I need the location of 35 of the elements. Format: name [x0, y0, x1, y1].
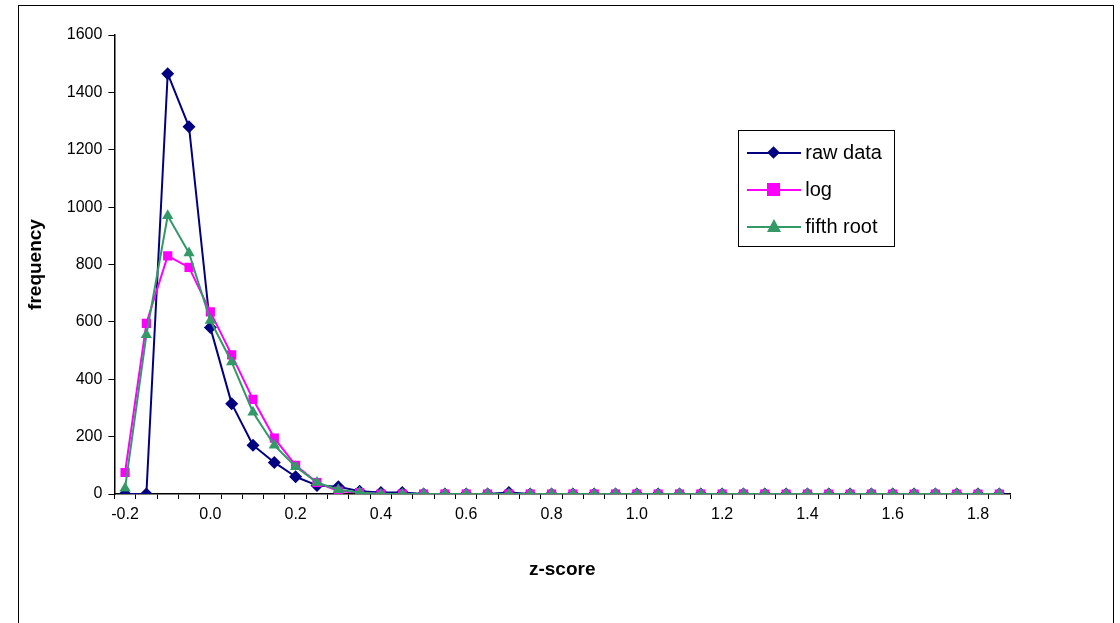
y-axis-title: frequency [23, 218, 45, 310]
x-tick-label: 0.8 [540, 505, 563, 523]
legend-label: raw data [805, 141, 882, 164]
y-tick-label: 1000 [66, 197, 103, 215]
y-tick-label: 800 [75, 254, 103, 272]
point [226, 355, 238, 366]
x-tick-label: 1.0 [625, 505, 649, 523]
point [248, 394, 258, 404]
y-tick-label: 1200 [66, 140, 103, 158]
y-tick-label: 1600 [66, 25, 103, 43]
x-tick-label: 1.8 [966, 505, 990, 523]
x-tick-label: -0.2 [111, 505, 139, 523]
y-tick-label: 400 [75, 369, 103, 387]
x-axis-title: z-score [528, 557, 596, 579]
y-tick-label: 1400 [66, 82, 103, 100]
point [163, 251, 173, 261]
y-tick-label: 0 [93, 484, 103, 502]
y-tick-label: 600 [75, 312, 103, 330]
point [162, 209, 174, 219]
x-tick-label: 1.4 [796, 505, 819, 523]
x-tick-label: 0.4 [369, 505, 393, 523]
point [183, 246, 195, 257]
x-tick-label: 0.6 [455, 505, 478, 523]
point [182, 120, 196, 134]
x-tick-label: 0.2 [284, 505, 307, 523]
point [119, 481, 131, 492]
legend-label: fifth root [805, 215, 878, 238]
point [140, 328, 153, 339]
x-tick-label: 1.6 [881, 505, 904, 523]
point [161, 67, 175, 81]
point [204, 313, 216, 324]
x-tick-label: 1.2 [711, 505, 734, 523]
y-tick-label: 200 [75, 427, 103, 445]
x-tick-label: 0.0 [199, 505, 222, 523]
legend-label: log [805, 178, 832, 201]
